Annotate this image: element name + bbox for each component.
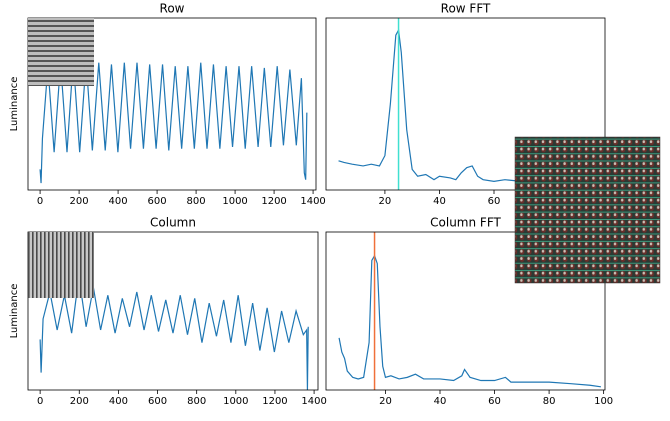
x-tick-label: 600	[148, 396, 167, 407]
x-tick-label: 400	[109, 196, 128, 207]
x-tick-label: 1200	[261, 196, 286, 207]
x-tick-label: 800	[187, 196, 206, 207]
overlays	[28, 18, 661, 298]
data-line	[338, 28, 601, 183]
x-tick-label: 0	[37, 196, 43, 207]
x-tick-label: 80	[543, 396, 556, 407]
subplot-title: Row	[160, 2, 185, 16]
x-tick-label: 0	[37, 396, 43, 407]
x-tick-label: 40	[433, 196, 446, 207]
x-tick-label: 200	[70, 396, 89, 407]
row-thumbnail	[28, 18, 94, 86]
column-thumbnail	[28, 232, 94, 298]
x-tick-label: 800	[187, 396, 206, 407]
subplot-title: Column	[150, 216, 196, 230]
x-tick-label: 1400	[300, 196, 325, 207]
y-axis-label: Luminance	[9, 284, 20, 339]
data-line	[338, 254, 601, 388]
x-tick-label: 20	[379, 396, 392, 407]
x-tick-label: 600	[148, 196, 167, 207]
x-tick-label: 1000	[223, 396, 248, 407]
x-tick-label: 60	[488, 396, 501, 407]
subplot-title: Row FFT	[441, 2, 491, 16]
x-tick-label: 40	[434, 396, 447, 407]
x-tick-label: 60	[488, 196, 501, 207]
x-tick-label: 400	[109, 396, 128, 407]
x-tick-label: 200	[70, 196, 89, 207]
data-line	[39, 59, 308, 184]
axes-frame	[325, 231, 606, 391]
axes-frame	[27, 231, 319, 391]
sample-image	[514, 136, 661, 284]
x-tick-label: 20	[379, 196, 392, 207]
x-tick-label: 1000	[222, 196, 247, 207]
x-tick-label: 100	[594, 396, 613, 407]
y-axis-label: Luminance	[9, 77, 20, 132]
subplot-title: Column FFT	[430, 216, 501, 230]
axes-frame	[27, 17, 317, 191]
axes-frame	[325, 17, 606, 191]
x-tick-label: 1400	[301, 396, 326, 407]
x-tick-label: 1200	[262, 396, 287, 407]
